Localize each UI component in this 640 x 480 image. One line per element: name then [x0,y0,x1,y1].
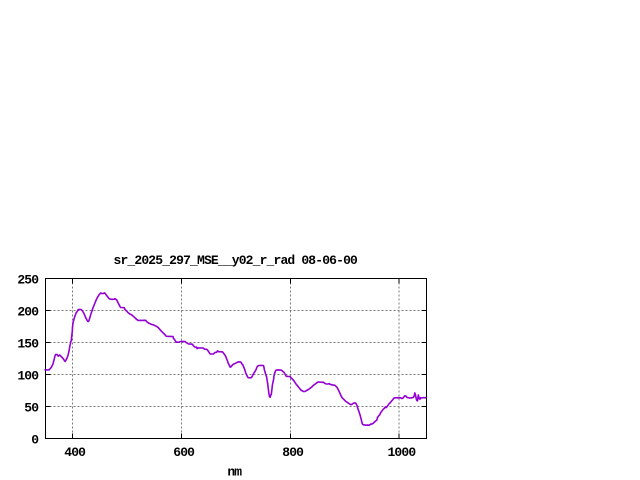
svg-text:1000: 1000 [387,445,416,460]
svg-text:150: 150 [17,336,39,351]
svg-text:800: 800 [282,445,304,460]
svg-text:nm: nm [227,465,242,480]
svg-text:200: 200 [17,304,39,319]
svg-text:250: 250 [17,272,39,287]
svg-text:400: 400 [64,445,86,460]
svg-text:50: 50 [24,400,39,415]
svg-text:600: 600 [173,445,195,460]
svg-text:100: 100 [17,368,39,383]
svg-text:sr_2025_297_MSE__y02_r_rad 08-: sr_2025_297_MSE__y02_r_rad 08-06-00 [114,253,359,268]
svg-text:0: 0 [31,432,39,447]
